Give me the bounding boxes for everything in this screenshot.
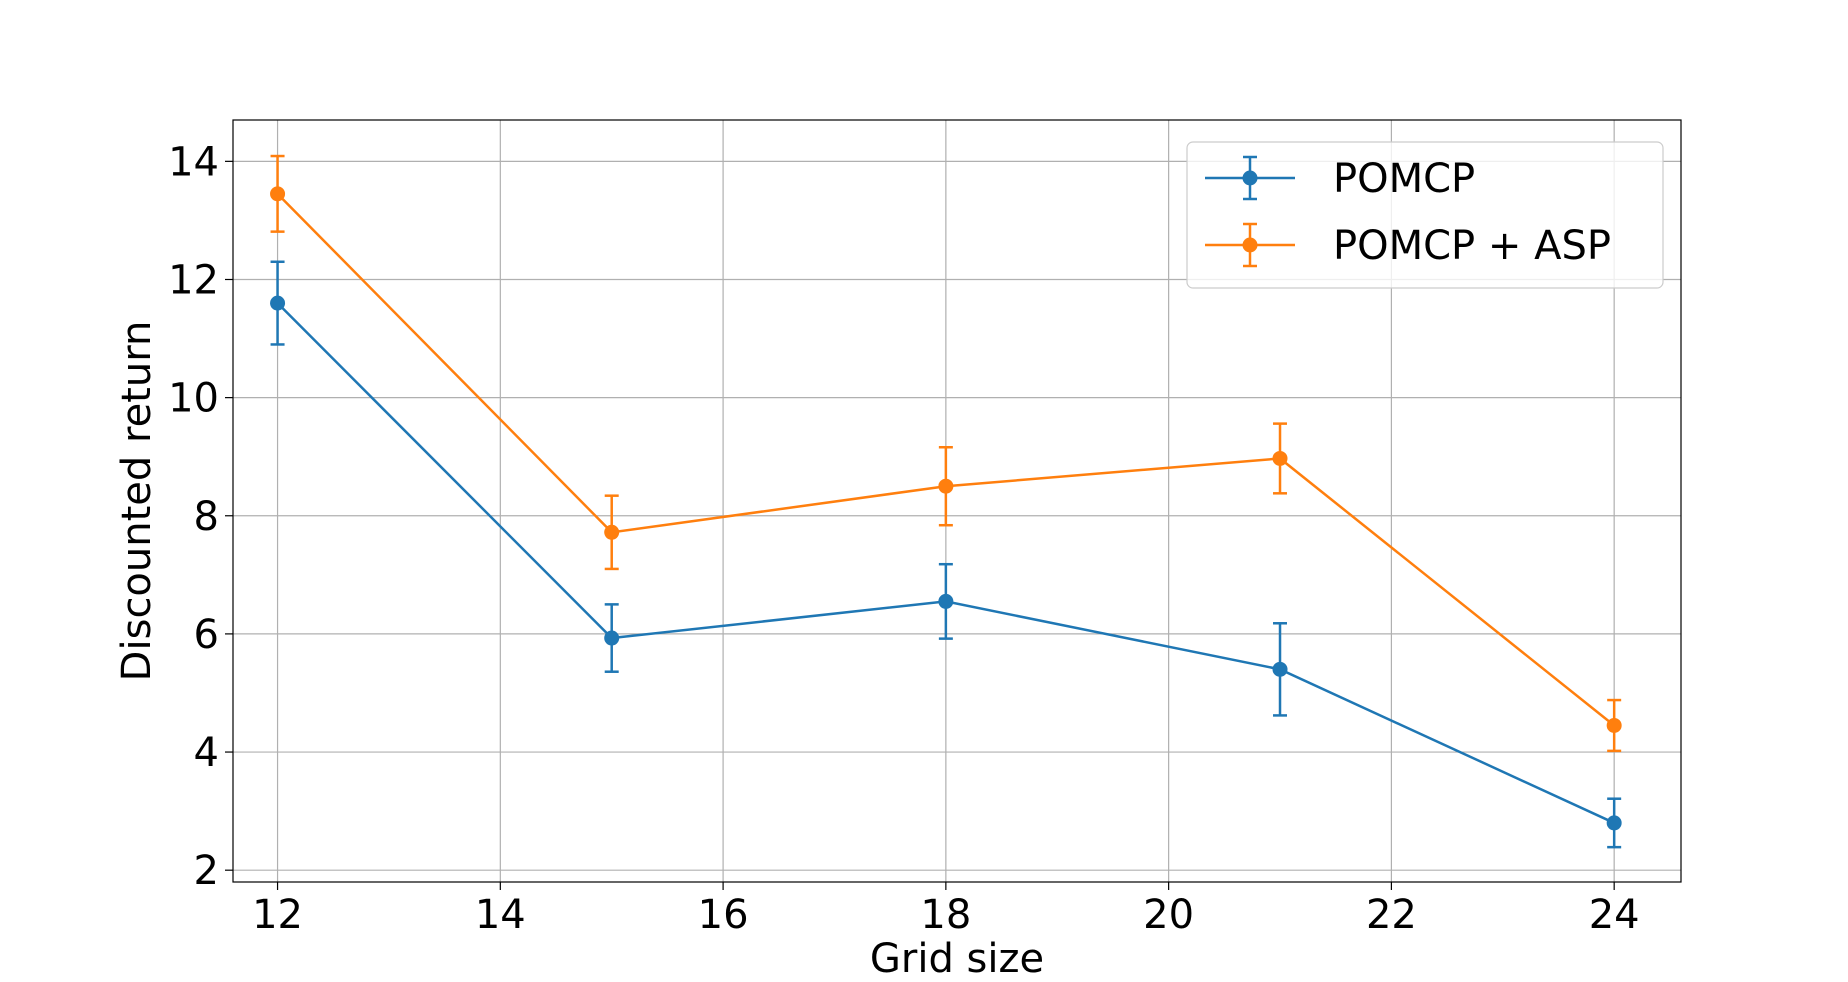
y-axis-label: Discounted return	[114, 321, 160, 682]
data-point	[1606, 815, 1622, 831]
data-point	[604, 630, 620, 646]
x-tick-label: 16	[698, 892, 749, 938]
x-tick-label: 12	[252, 892, 303, 938]
data-point	[938, 593, 954, 609]
x-tick-label: 18	[920, 892, 971, 938]
x-axis-label: Grid size	[870, 936, 1044, 982]
x-tick-label: 20	[1143, 892, 1194, 938]
y-tick-label: 8	[194, 494, 219, 540]
data-point	[1272, 661, 1288, 677]
legend: POMCP POMCP + ASP	[1186, 141, 1664, 289]
data-point	[270, 186, 286, 202]
y-tick-label: 6	[194, 612, 219, 658]
y-tick-label: 10	[168, 376, 219, 422]
series-pomcp	[270, 260, 1622, 849]
legend-label: POMCP + ASP	[1333, 223, 1611, 269]
series-layer	[270, 154, 1622, 849]
legend-marker	[1242, 237, 1258, 253]
data-point	[938, 478, 954, 494]
y-tick-label: 14	[168, 139, 219, 185]
data-point	[1606, 717, 1622, 733]
x-tick-label: 22	[1366, 892, 1417, 938]
plot-area-frame	[232, 119, 1682, 883]
legend-box	[1186, 141, 1664, 289]
x-tick-label: 14	[475, 892, 526, 938]
data-point	[604, 524, 620, 540]
y-tick-label: 4	[194, 730, 219, 776]
y-tick-label: 2	[194, 848, 219, 894]
y-tick-label: 12	[168, 257, 219, 303]
x-tick-label: 24	[1589, 892, 1640, 938]
legend-label: POMCP	[1333, 156, 1475, 202]
series-pomcp-asp	[270, 154, 1622, 753]
data-point	[1272, 450, 1288, 466]
data-point	[270, 295, 286, 311]
legend-marker	[1242, 170, 1258, 186]
